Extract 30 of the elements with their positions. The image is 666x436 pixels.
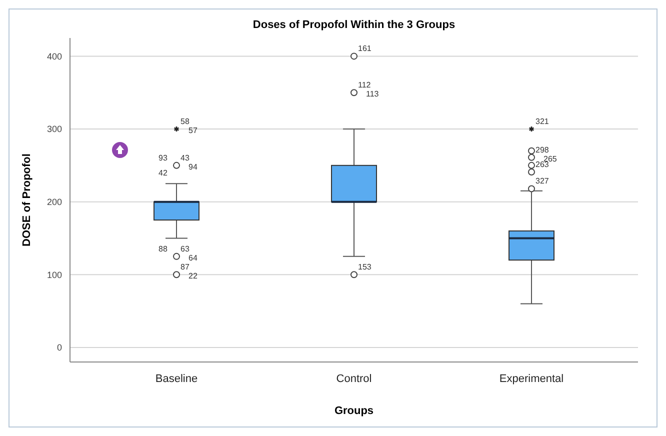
- annotation: 153: [358, 262, 372, 272]
- x-tick-label: Experimental: [499, 373, 564, 385]
- annotation: 327: [536, 176, 550, 186]
- y-tick-label: 0: [56, 342, 62, 353]
- annotation: 321: [536, 117, 550, 126]
- y-axis-title: DOSE of Propofol: [21, 154, 33, 246]
- annotation: 113: [366, 90, 380, 99]
- y-tick-label: 200: [46, 196, 62, 207]
- annotation: 88: [158, 244, 168, 254]
- annotation: 161: [358, 44, 372, 54]
- x-axis-title: Groups: [334, 405, 374, 417]
- annotation: 63: [180, 244, 190, 254]
- y-tick-label: 100: [46, 270, 62, 280]
- annotation: 42: [158, 168, 168, 178]
- annotation: 22: [188, 272, 198, 281]
- y-tick-label: 300: [46, 124, 62, 134]
- annotation: 94: [188, 162, 198, 172]
- annotation: 298: [536, 145, 550, 154]
- annotation: 112: [358, 80, 372, 90]
- y-tick-label: 400: [46, 51, 62, 62]
- chart-title: Doses of Propofol Within the 3 Groups: [252, 19, 456, 31]
- annotation: 64: [188, 253, 198, 262]
- annotation: 93: [158, 153, 168, 162]
- annotation: 57: [188, 126, 198, 136]
- annotation: 87: [180, 262, 190, 272]
- annotation: 58: [180, 117, 190, 126]
- x-tick-label: Control: [336, 373, 372, 385]
- x-tick-label: Baseline: [155, 373, 198, 385]
- annotation: 43: [180, 153, 190, 162]
- annotation: 265: [544, 154, 558, 164]
